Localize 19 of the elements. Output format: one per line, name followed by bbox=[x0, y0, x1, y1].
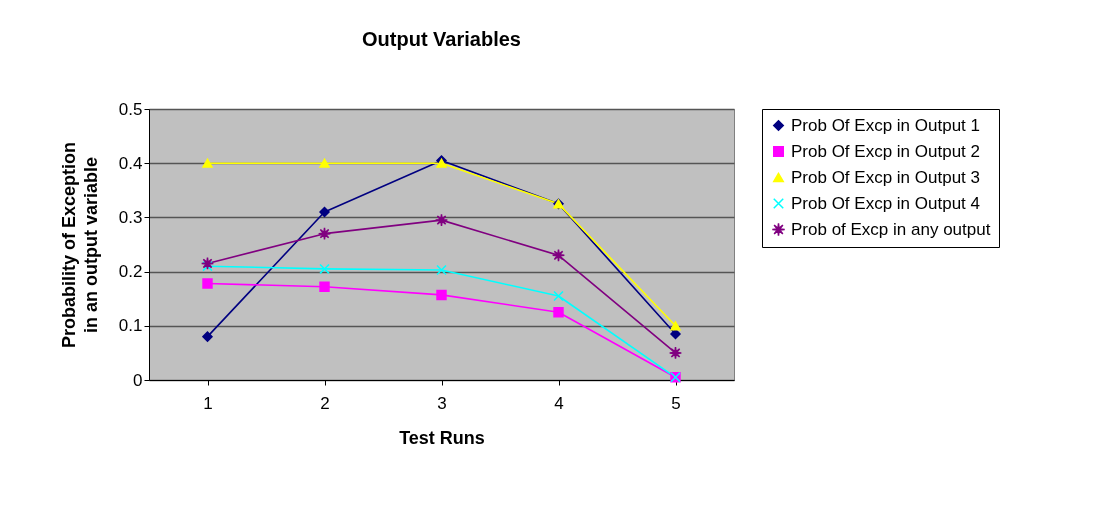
y-tick-label: 0.1 bbox=[118, 316, 143, 336]
x-axis-title: Test Runs bbox=[399, 427, 485, 448]
chart-title: Output Variables bbox=[362, 28, 521, 50]
x-tick-label: 1 bbox=[203, 393, 213, 413]
legend-label: Prob Of Excp in Output 3 bbox=[791, 167, 980, 187]
x-tick-label: 5 bbox=[671, 393, 681, 413]
x-tick-label: 2 bbox=[320, 393, 330, 413]
legend-label: Prob Of Excp in Output 2 bbox=[791, 141, 980, 161]
legend-label: Prob Of Excp in Output 4 bbox=[791, 193, 980, 213]
y-tick-label: 0.2 bbox=[118, 262, 143, 282]
y-tick-label: 0 bbox=[133, 370, 143, 390]
x-tick-label: 4 bbox=[554, 393, 564, 413]
y-tick-label: 0.3 bbox=[118, 207, 143, 227]
legend-label: Prob of Excp in any output bbox=[791, 219, 991, 239]
legend-label: Prob Of Excp in Output 1 bbox=[791, 115, 980, 135]
y-tick-label: 0.4 bbox=[118, 153, 143, 173]
x-tick-label: 3 bbox=[437, 393, 447, 413]
y-axis-title: Probability of Exception in an output variable bbox=[58, 141, 101, 349]
y-tick-label: 0.5 bbox=[118, 99, 143, 119]
